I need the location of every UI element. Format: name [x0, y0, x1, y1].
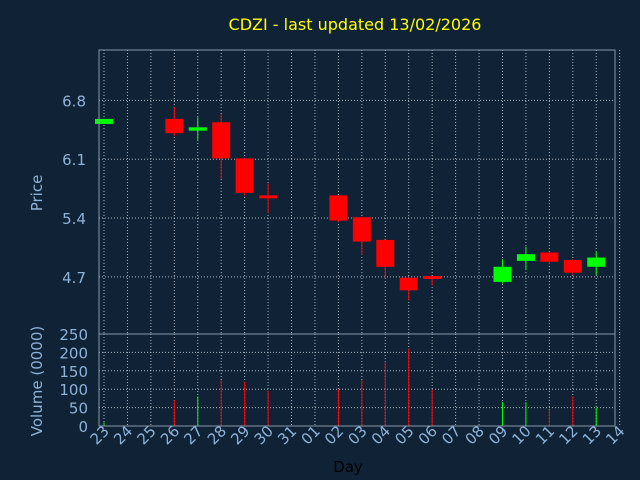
volume-tick-label: 250 [59, 326, 88, 344]
chart-title: CDZI - last updated 13/02/2026 [229, 15, 482, 34]
volume-tick-label: 100 [59, 381, 88, 399]
volume-tick-label: 0 [78, 418, 88, 436]
price-tick-label: 4.7 [62, 269, 86, 287]
x-axis: 2324252627282930310102030405060708091011… [87, 422, 629, 448]
candle-body [540, 252, 559, 262]
candle-body [235, 158, 254, 193]
candle-body [259, 195, 278, 199]
price-tick-label: 6.1 [62, 151, 86, 169]
x-axis-label: Day [333, 458, 363, 476]
volume-tick-label: 200 [59, 344, 88, 362]
candle-body [376, 239, 395, 267]
candle-body [399, 277, 418, 291]
candle-body [212, 122, 231, 159]
candle-body [188, 127, 207, 131]
price-tick-label: 5.4 [62, 210, 86, 228]
price-frame [98, 49, 616, 335]
price-axis-label: Price [28, 175, 46, 212]
candle-body [587, 257, 606, 267]
candle-body [329, 195, 348, 221]
candle-body [423, 276, 442, 280]
candle-body [563, 260, 582, 273]
price-tick-label: 6.8 [62, 92, 86, 110]
volume-axis-label: Volume (0000) [28, 326, 46, 436]
volume-tick-label: 150 [59, 363, 88, 381]
candle-body [95, 118, 113, 124]
volume-frame [98, 333, 616, 427]
candle-body [493, 266, 512, 282]
price-panel: 6.8 6.1 5.4 4.7 [62, 49, 621, 335]
candle-body [352, 217, 371, 242]
candle-body [516, 254, 535, 261]
candle-body [165, 118, 184, 134]
volume-tick-label: 50 [69, 400, 88, 418]
